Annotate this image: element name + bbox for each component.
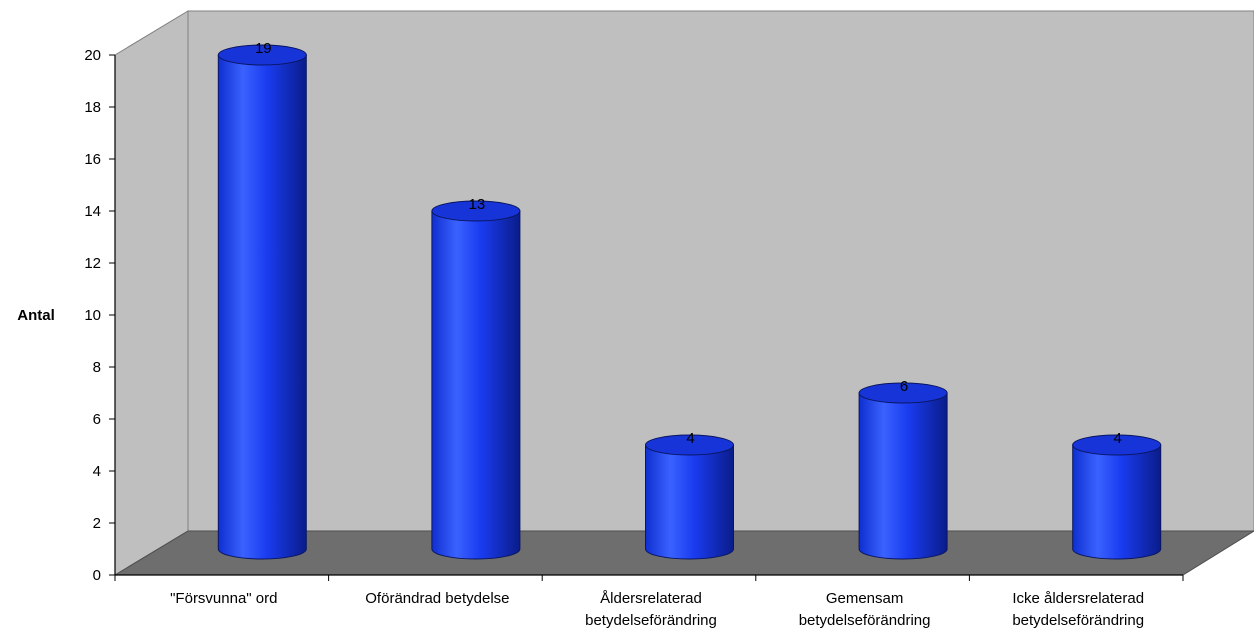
y-tick-label: 18 [84, 99, 101, 116]
bar-top [1072, 434, 1162, 456]
data-label: 13 [469, 196, 486, 213]
x-category-label: Gemensam betydelseförändring [799, 590, 931, 629]
data-label: 4 [686, 430, 694, 447]
side-wall [114, 10, 189, 576]
bar-top [431, 200, 521, 222]
bar-body [645, 444, 734, 560]
bar-body [217, 54, 307, 560]
cylinder-bar [431, 200, 521, 560]
y-axis-title: Antal [17, 307, 55, 324]
bar-body [858, 392, 948, 560]
y-tick-label: 2 [93, 515, 101, 532]
cylinder-bar [645, 434, 734, 560]
cylinder-bar [217, 44, 307, 560]
bar-body [431, 210, 521, 560]
y-tick-label: 6 [93, 411, 101, 428]
y-tick-label: 10 [84, 307, 101, 324]
data-label: 6 [900, 378, 908, 395]
x-category-label: Oförändrad betydelse [365, 590, 509, 607]
y-tick-label: 0 [93, 567, 101, 584]
bar-top [858, 382, 948, 404]
bar-body [1072, 444, 1162, 560]
x-category-label: Icke åldersrelaterad betydelseförändring [1012, 590, 1144, 629]
bar-top [217, 44, 307, 66]
y-tick-label: 14 [84, 203, 101, 220]
y-tick-label: 12 [84, 255, 101, 272]
x-category-label: Åldersrelaterad betydelseförändring [585, 590, 717, 629]
cylinder-bar [1072, 434, 1162, 560]
y-tick-label: 20 [84, 47, 101, 64]
y-tick-label: 16 [84, 151, 101, 168]
data-label: 19 [255, 40, 272, 57]
bar-top [645, 434, 734, 456]
y-tick-label: 4 [93, 463, 101, 480]
labels-layer: 0 2 4 6 8 10 12 14 16 18 20 Antal 19 "Försvunna" ord 1… [17, 40, 1144, 629]
bars-layer [217, 44, 1162, 560]
data-label: 4 [1114, 430, 1122, 447]
cylinder-bar [858, 382, 948, 560]
y-tick-label: 8 [93, 359, 101, 376]
x-category-label: "Försvunna" ord [170, 590, 277, 607]
